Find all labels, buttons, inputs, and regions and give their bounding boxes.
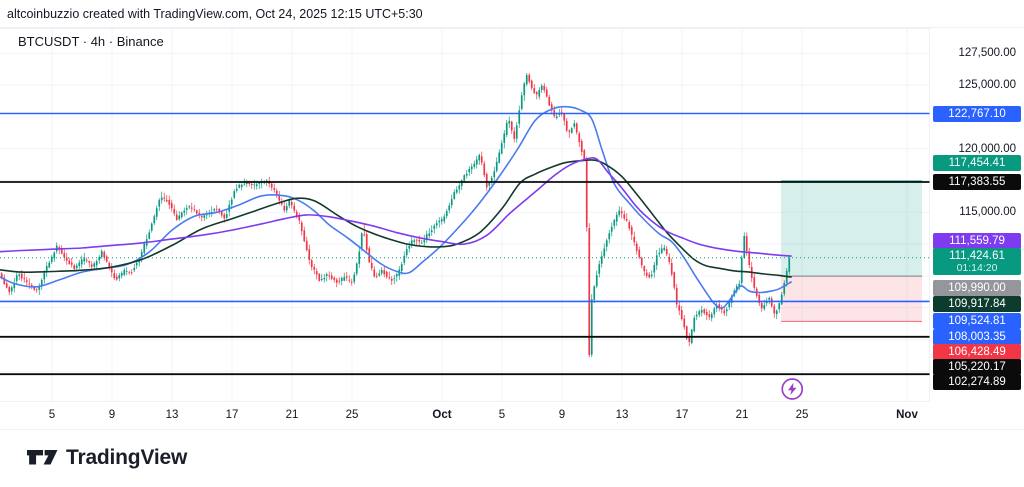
time-tick-label: 21 (735, 409, 749, 421)
price-axis-label: 115,000.00 (959, 206, 1016, 219)
price-badge: 109,917.84 (933, 296, 1021, 312)
time-tick-label: 9 (558, 409, 566, 421)
price-badge: 111,559.79 (933, 233, 1021, 249)
tradingview-logo-icon (27, 450, 58, 465)
price-badge: 106,428.49 (933, 343, 1021, 360)
time-tick-label: 21 (285, 409, 299, 421)
price-axis-label: 127,500.00 (958, 47, 1016, 60)
current-price-value: 111,424.61 (949, 249, 1005, 262)
time-tick-label: 25 (345, 409, 359, 421)
price-badge: 109,524.81 (933, 312, 1021, 329)
time-tick-label: 9 (108, 409, 116, 421)
chart-title: BTCUSDT · 4h · Binance (18, 34, 164, 49)
time-tick-label: 13 (615, 409, 629, 421)
time-tick-label: Nov (896, 409, 918, 421)
price-badge: 105,220.17 (933, 358, 1021, 375)
time-tick-label: 17 (225, 409, 239, 421)
profit-zone[interactable] (781, 181, 922, 277)
time-tick-label: Oct (432, 409, 452, 421)
price-badge: 117,454.41 (933, 155, 1021, 171)
price-axis[interactable]: 127,500.00 125,000.00 120,000.00 115,000.00… (930, 28, 1024, 402)
price-axis-label: 125,000.00 (958, 79, 1016, 92)
long-position-tool[interactable] (781, 180, 922, 322)
price-badge: 102,274.89 (933, 374, 1021, 390)
price-badge: 122,767.10 (933, 105, 1021, 122)
time-axis[interactable]: 5 9 13 17 21 25 Oct 5 9 13 17 21 25 Nov (0, 402, 1024, 429)
time-tick-label: 25 (795, 409, 809, 421)
time-tick-label: 17 (675, 409, 689, 421)
price-badge: 109,990.00 (933, 279, 1021, 296)
ma-mid-line[interactable] (0, 159, 792, 278)
tradingview-logo-text: TradingView (66, 445, 188, 469)
attribution-text: altcoinbuzzio created with TradingView.c… (7, 7, 423, 21)
horizontal-lines-layer (0, 112, 930, 376)
time-tick-label: 5 (48, 409, 56, 421)
price-axis-label: 120,000.00 (958, 142, 1016, 155)
current-price-badge: 111,424.61 01:14:20 (933, 248, 1021, 276)
price-badge: 108,003.35 (933, 328, 1021, 345)
candles-layer (0, 73, 791, 358)
loss-zone[interactable] (781, 276, 922, 322)
tradingview-logo[interactable]: TradingView (27, 444, 187, 471)
bar-countdown: 01:14:20 (956, 261, 998, 274)
lightning-event-icon[interactable] (781, 378, 804, 400)
price-badge: 117,383.55 (933, 173, 1021, 190)
time-tick-label: 13 (165, 409, 179, 421)
ma-slow-line[interactable] (0, 157, 792, 257)
time-tick-label: 5 (498, 409, 506, 421)
